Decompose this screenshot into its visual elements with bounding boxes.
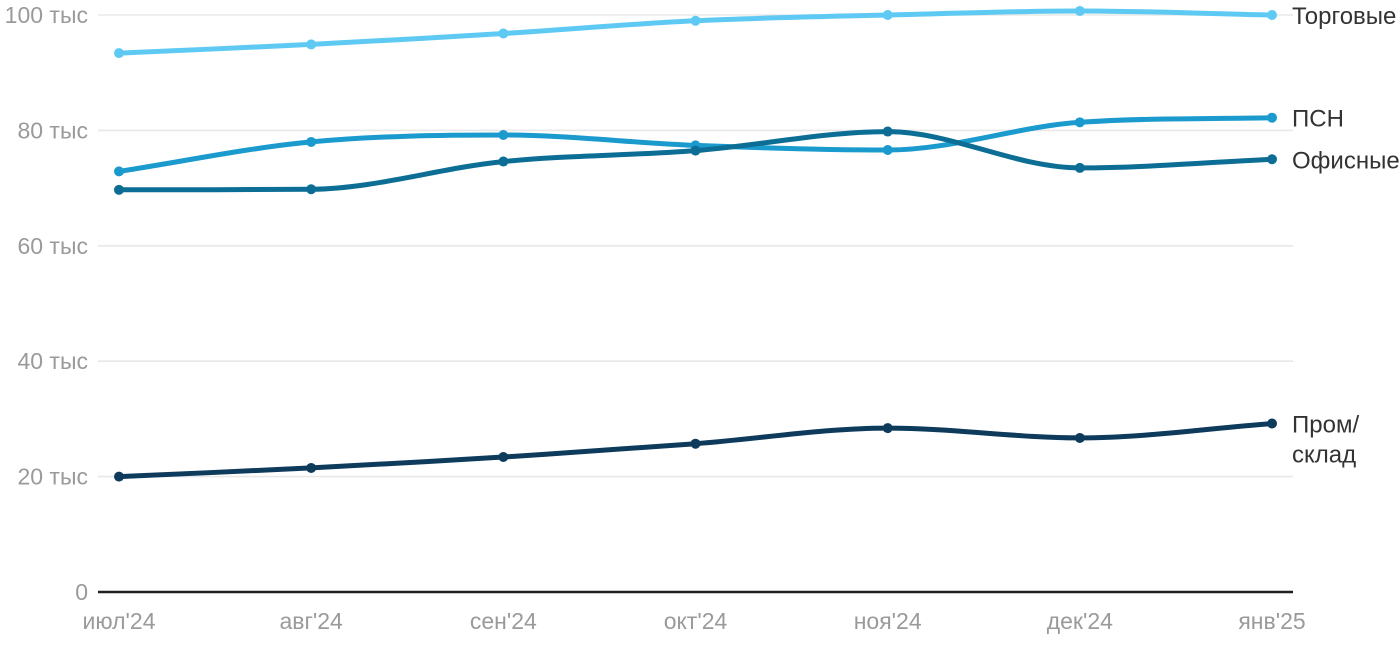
data-point xyxy=(114,471,124,482)
data-point xyxy=(1074,432,1085,443)
y-tick-label: 0 xyxy=(75,579,88,605)
series-2-псн: ПСН xyxy=(114,106,1344,177)
data-point xyxy=(306,184,317,195)
data-point xyxy=(114,48,124,59)
data-point xyxy=(1267,418,1278,429)
x-tick-label: авг'24 xyxy=(279,608,343,634)
data-point xyxy=(882,423,893,434)
y-tick-label: 100 тыс xyxy=(5,2,88,28)
series-end-label: Пром/ xyxy=(1292,412,1359,439)
data-point xyxy=(1267,154,1278,165)
data-point xyxy=(498,130,509,141)
data-point xyxy=(1267,112,1278,123)
data-point xyxy=(1074,5,1085,16)
x-tick-label: дек'24 xyxy=(1047,608,1113,634)
series-4-пром-склад: Пром/склад xyxy=(114,412,1359,482)
data-point xyxy=(114,184,124,195)
series-line xyxy=(116,421,1275,480)
data-point xyxy=(1074,117,1085,128)
x-tick-label: июл'24 xyxy=(83,608,156,634)
series-end-label: склад xyxy=(1292,442,1356,469)
x-tick-label: окт'24 xyxy=(664,608,728,634)
data-point xyxy=(498,28,509,39)
data-point xyxy=(498,451,509,462)
data-point xyxy=(690,15,701,26)
data-point xyxy=(1267,10,1278,20)
data-point xyxy=(306,136,317,147)
series-end-label: Торговые xyxy=(1292,3,1396,30)
data-point xyxy=(114,166,124,177)
x-tick-label: янв'25 xyxy=(1238,608,1305,634)
y-tick-label: 20 тыс xyxy=(17,464,88,490)
data-point xyxy=(882,126,893,137)
y-tick-label: 60 тыс xyxy=(17,233,88,259)
data-point xyxy=(690,438,701,449)
x-tick-label: ноя'24 xyxy=(854,608,922,634)
x-tick-label: сен'24 xyxy=(470,608,537,634)
series-end-label: Офисные xyxy=(1292,147,1400,174)
series-3-офисные: Офисные xyxy=(114,126,1400,195)
data-point xyxy=(1074,162,1085,173)
data-point xyxy=(498,156,509,167)
series-end-label: ПСН xyxy=(1292,106,1344,133)
data-point xyxy=(690,145,701,156)
y-tick-label: 80 тыс xyxy=(17,117,88,143)
series-1-торговые: Торговые xyxy=(114,3,1396,59)
data-point xyxy=(306,39,317,50)
series-line xyxy=(116,129,1275,193)
data-point xyxy=(306,462,317,473)
y-tick-label: 40 тыс xyxy=(17,348,88,374)
data-point xyxy=(882,145,893,156)
data-point xyxy=(882,10,893,20)
